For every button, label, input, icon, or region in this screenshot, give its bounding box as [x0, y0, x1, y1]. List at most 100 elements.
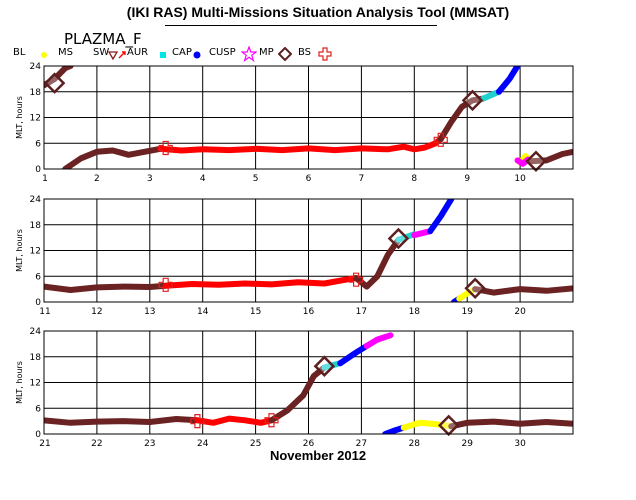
cross-marker — [158, 140, 173, 156]
legend-label-cusp: CUSP — [209, 47, 236, 58]
x-tick-label: 26 — [303, 439, 315, 449]
x-tick-label: 3 — [147, 174, 153, 184]
legend-label-bs: BS — [298, 47, 312, 58]
bs-diamond-marker — [43, 72, 66, 94]
title-underline — [165, 25, 437, 26]
panel-frame — [43, 65, 574, 170]
cross-marker — [158, 277, 173, 292]
series-segment-sw — [448, 418, 573, 430]
series-segment-aur — [194, 415, 275, 426]
y-tick-label: 18 — [30, 221, 42, 231]
legend-label-bl: BL — [13, 47, 26, 58]
x-axis-month-label: November 2012 — [269, 448, 367, 463]
x-tick-label: 29 — [461, 439, 473, 449]
legend-cap-square-icon — [160, 52, 166, 58]
series-segment-cusp — [382, 424, 407, 434]
x-tick-label: 13 — [144, 307, 155, 317]
x-tick-label: 30 — [514, 439, 526, 449]
data-layer — [44, 199, 573, 302]
series-segment-mp — [363, 332, 394, 349]
series-segment-sw — [62, 145, 164, 169]
legend-label-cap: CAP — [172, 47, 192, 58]
legend-sw-triangle-down-icon — [107, 51, 119, 60]
legend-label-mp: MP — [259, 47, 274, 58]
panel-frame — [43, 198, 574, 303]
mission-name: PLAZMA_F — [64, 30, 142, 48]
y-tick-label: 6 — [35, 139, 41, 149]
series-segment-sw — [437, 95, 487, 142]
series-segment-aur — [157, 136, 444, 154]
series-segment-sw — [268, 364, 328, 424]
series-segment-sw — [472, 285, 573, 296]
y-tick-label: 0 — [35, 165, 41, 175]
y-tick-label: 0 — [35, 430, 41, 440]
legend-label-sw: SW — [93, 47, 110, 58]
bs-diamond-marker — [461, 89, 484, 112]
x-tick-label: 12 — [91, 307, 102, 317]
y-axis-label: MLT, hours — [15, 361, 24, 404]
legend-cusp-dot-icon — [193, 51, 201, 59]
series-segment-sw — [353, 236, 402, 290]
legend-ms-dot-icon — [41, 52, 47, 58]
x-tick-label: 5 — [253, 174, 259, 184]
bs-diamond-marker — [437, 414, 460, 437]
x-tick-label: 6 — [306, 174, 312, 184]
legend: BL MS SW AUR CAP CUSP MP BS — [0, 45, 636, 65]
x-tick-label: 23 — [144, 439, 155, 449]
y-tick-label: 12 — [30, 247, 41, 257]
bs-diamond-marker — [525, 150, 547, 173]
legend-mp-star-icon — [241, 46, 257, 62]
y-axis-label: MLT, hours — [15, 96, 24, 139]
x-tick-label: 24 — [197, 439, 209, 449]
y-tick-label: 6 — [35, 404, 41, 414]
data-layer — [44, 332, 573, 434]
x-tick-label: 4 — [200, 174, 206, 184]
series-segment-sw — [44, 416, 201, 426]
y-tick-label: 0 — [35, 298, 41, 308]
x-tick-label: 25 — [250, 439, 261, 449]
series-segment-cusp — [427, 199, 455, 235]
x-tick-label: 1 — [42, 174, 48, 184]
x-tick-label: 14 — [197, 307, 209, 317]
series-segment-ms — [400, 419, 455, 431]
legend-label-ms: MS — [58, 47, 73, 58]
series-segment-sw — [527, 148, 573, 165]
bs-diamond-marker — [387, 227, 410, 250]
cross-marker — [433, 132, 448, 147]
series-segment-cusp — [495, 66, 521, 95]
chart-title: (IKI RAS) Multi-Missions Situation Analy… — [126, 4, 510, 20]
y-tick-label: 18 — [30, 88, 42, 98]
series-segment-cusp — [337, 343, 370, 367]
cross-marker — [190, 414, 205, 429]
x-tick-label: 10 — [514, 174, 526, 184]
x-tick-label: 15 — [250, 307, 261, 317]
x-tick-label: 27 — [356, 439, 367, 449]
x-tick-label: 2 — [94, 174, 100, 184]
y-tick-label: 24 — [30, 62, 42, 72]
y-tick-label: 12 — [30, 114, 41, 124]
panel-2: 11 12 13 14 15 16 17 18 19 20 0 6 12 18 24 MLT, hours — [15, 195, 574, 317]
series-segment-aur — [162, 275, 360, 289]
y-tick-label: 12 — [30, 379, 41, 389]
panel-frame — [43, 330, 574, 435]
x-tick-label: 8 — [411, 174, 417, 184]
x-tick-label: 11 — [39, 307, 50, 317]
x-tick-label: 28 — [409, 439, 421, 449]
legend-label-aur: AUR — [127, 47, 149, 58]
x-tick-label: 20 — [514, 307, 526, 317]
x-tick-label: 21 — [39, 439, 50, 449]
cross-marker — [349, 272, 364, 287]
series-segment-sw — [44, 66, 74, 89]
legend-bs-diamond-icon — [278, 47, 292, 61]
data-layer — [44, 66, 573, 169]
x-tick-label: 22 — [91, 439, 102, 449]
cross-marker — [264, 413, 279, 428]
x-tick-label: 19 — [461, 307, 473, 317]
x-tick-label: 17 — [356, 307, 367, 317]
y-tick-label: 6 — [35, 272, 41, 282]
x-tick-label: 9 — [464, 174, 470, 184]
panel-3: 21 22 23 24 25 26 27 28 29 30 0 6 12 18 24 MLT, hours — [15, 327, 574, 449]
x-tick-label: 7 — [359, 174, 365, 184]
